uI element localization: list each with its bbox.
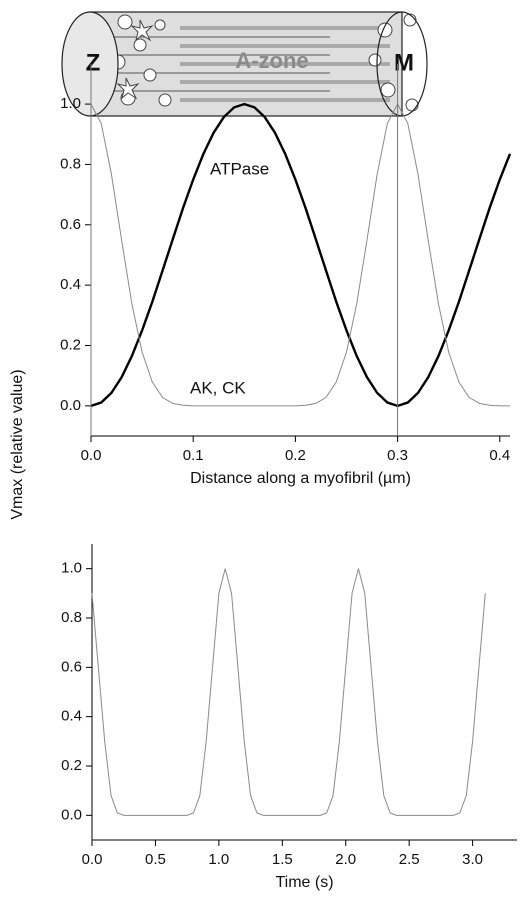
x-tick-label: 0.0 xyxy=(82,851,103,868)
enzyme-particles xyxy=(110,13,419,112)
thin-filaments xyxy=(100,36,330,92)
x-tick-label: 3.0 xyxy=(462,851,483,868)
z-disc xyxy=(61,11,119,117)
x-tick-label: 0.0 xyxy=(81,447,102,464)
x-tick-label: 0.2 xyxy=(285,447,306,464)
line xyxy=(90,102,512,408)
y-tick-label: 0.2 xyxy=(60,336,81,353)
y-tick-label: 1.0 xyxy=(61,560,82,577)
y-tick-label: 0.0 xyxy=(60,397,81,414)
m-label: M xyxy=(394,49,414,76)
y-tick-label: 0.6 xyxy=(61,658,82,675)
x-axis-title: Distance along a myofibril (µm) xyxy=(190,470,411,487)
y-tick-label: 0.6 xyxy=(60,216,81,233)
y-tick-label: 0.4 xyxy=(61,708,82,725)
series-label: AK, CK xyxy=(190,378,246,397)
x-tick-label: 0.1 xyxy=(183,447,204,464)
line xyxy=(91,568,486,816)
x-tick-label: 1.0 xyxy=(208,851,229,868)
x-tick-label: 0.3 xyxy=(387,447,408,464)
y-tick-label: 1.0 xyxy=(60,95,81,112)
y-tick-label: 0.0 xyxy=(61,806,82,823)
y-tick-label: 0.4 xyxy=(60,276,81,293)
y-tick-label: 0.2 xyxy=(61,757,82,774)
m-line xyxy=(376,11,428,117)
x-tick-label: 0.4 xyxy=(489,447,510,464)
x-tick-label: 0.5 xyxy=(145,851,166,868)
z-label: Z xyxy=(86,49,101,76)
x-axis-title: Time (s) xyxy=(275,874,333,891)
a-zone-label: A-zone xyxy=(235,48,308,73)
y-tick-label: 0.8 xyxy=(60,155,81,172)
myofibril-diagram: Z A-zone M xyxy=(61,11,428,117)
series-label: ATPase xyxy=(210,159,269,178)
x-tick-label: 2.0 xyxy=(335,851,356,868)
filaments xyxy=(180,26,390,102)
x-tick-label: 1.5 xyxy=(272,851,293,868)
y-axis-title: Vmax (relative value) xyxy=(9,369,26,519)
y-tick-label: 0.8 xyxy=(61,609,82,626)
x-tick-label: 2.5 xyxy=(399,851,420,868)
line xyxy=(90,103,510,407)
